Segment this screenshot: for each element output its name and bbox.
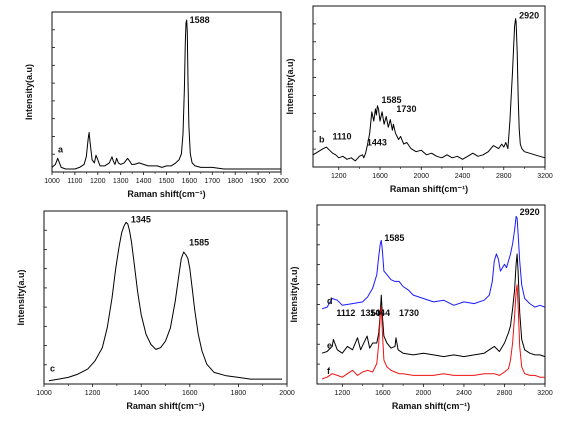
peak-label: 1444 [370,308,390,318]
y-axis-label: Intensity(a.u) [24,64,34,120]
y-axis-label: Intensity(a.u) [285,58,295,114]
chart-panel-2: 1200 1600 2000 2400 2800 3200 Raman shift(cm⁻¹… [285,5,553,194]
x-tick-label: 2000 [413,173,429,180]
peak-label: 1112 [336,308,355,318]
x-tick-label: 1100 [67,178,82,185]
x-axis-label: Raman shift(cm⁻¹) [126,401,204,411]
x-tick-label: 1600 [375,390,391,397]
peak-label: 2920 [520,207,540,217]
panel-label: a [58,144,64,154]
series-label-e: e [327,341,332,351]
spectrum-line-e [321,253,546,358]
panel-label: c [50,363,55,373]
peak-label: 1345 [131,215,151,225]
x-tick-label: 1000 [44,178,60,185]
peak-label: 1350 [361,308,381,318]
x-tick-label: 1000 [36,390,52,397]
peak-label: 1730 [399,308,419,318]
plot-frame [51,11,282,173]
x-tick-label: 1200 [331,173,347,180]
x-tick-label: 2400 [456,390,472,397]
x-tick-label: 2800 [497,390,513,397]
x-tick-label: 2400 [455,173,471,180]
x-tick-label: 1600 [182,390,198,397]
x-axis-label: Raman shift(cm⁻¹) [390,184,468,194]
x-tick-label: 3200 [537,390,553,397]
plot-frame [312,5,546,168]
y-axis-label: Intensity(a.u) [16,269,26,325]
spectrum-line-d [321,215,546,310]
peak-label: 1588 [190,15,210,25]
x-tick-label: 1800 [227,178,243,185]
series-label-d: d [327,296,333,306]
x-tick-label: 3200 [537,173,553,180]
peak-label: 1730 [396,104,416,114]
x-tick-label: 1200 [85,390,101,397]
x-tick-label: 1700 [205,178,221,185]
peak-label: 1585 [384,233,404,243]
plot-frame [316,204,546,385]
x-tick-label: 1200 [335,390,351,397]
spectrum-line-f [321,284,545,380]
peak-label: 1585 [189,238,209,248]
x-tick-label: 1600 [182,178,198,185]
x-axis-label: Raman shift(cm⁻¹) [127,189,205,199]
spectrum-line [51,19,281,170]
x-tick-label: 2000 [279,390,295,397]
peak-label: 1443 [367,138,387,148]
x-tick-label: 1400 [133,390,149,397]
x-tick-label: 1300 [113,178,129,185]
spectrum-line [312,18,546,162]
panel-label: b [319,135,325,145]
chart-panel-3: 1000 1200 1400 1600 1800 2000 Raman shift(cm⁻¹… [16,210,295,411]
peak-label: 1585 [381,95,401,105]
chart-panel-4: 1200 1600 2000 2400 2800 3200 Raman shift(cm⁻¹… [289,204,553,411]
peak-label: 1110 [332,132,351,142]
x-tick-label: 1800 [231,390,247,397]
series-label-f: f [327,366,331,376]
x-tick-label: 2000 [273,178,289,185]
x-axis-label: Raman shift(cm⁻¹) [392,401,470,411]
y-axis-label: Intensity(a.u) [289,266,299,322]
x-tick-label: 2800 [496,173,512,180]
x-tick-label: 1600 [372,173,388,180]
x-tick-label: 2000 [416,390,432,397]
x-tick-label: 1500 [159,178,175,185]
peak-label: 2920 [519,11,539,21]
x-tick-label: 1200 [90,178,106,185]
spectrum-line [48,221,283,382]
chart-panel-1: 1000 1100 1200 1300 1400 1500 1600 1700 1800 1900… [24,11,289,199]
x-tick-label: 1900 [250,178,266,185]
x-tick-label: 1400 [136,178,152,185]
plot-frame [43,210,288,385]
